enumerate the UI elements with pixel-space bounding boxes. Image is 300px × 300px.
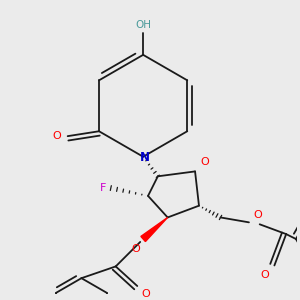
Text: N: N [140,151,150,164]
Text: O: O [261,270,269,280]
Text: O: O [131,244,140,254]
Text: O: O [200,158,209,167]
Text: O: O [52,131,61,141]
Polygon shape [141,218,168,242]
Text: O: O [141,289,150,299]
Text: O: O [254,210,262,220]
Text: OH: OH [135,20,151,30]
Text: F: F [100,183,106,193]
